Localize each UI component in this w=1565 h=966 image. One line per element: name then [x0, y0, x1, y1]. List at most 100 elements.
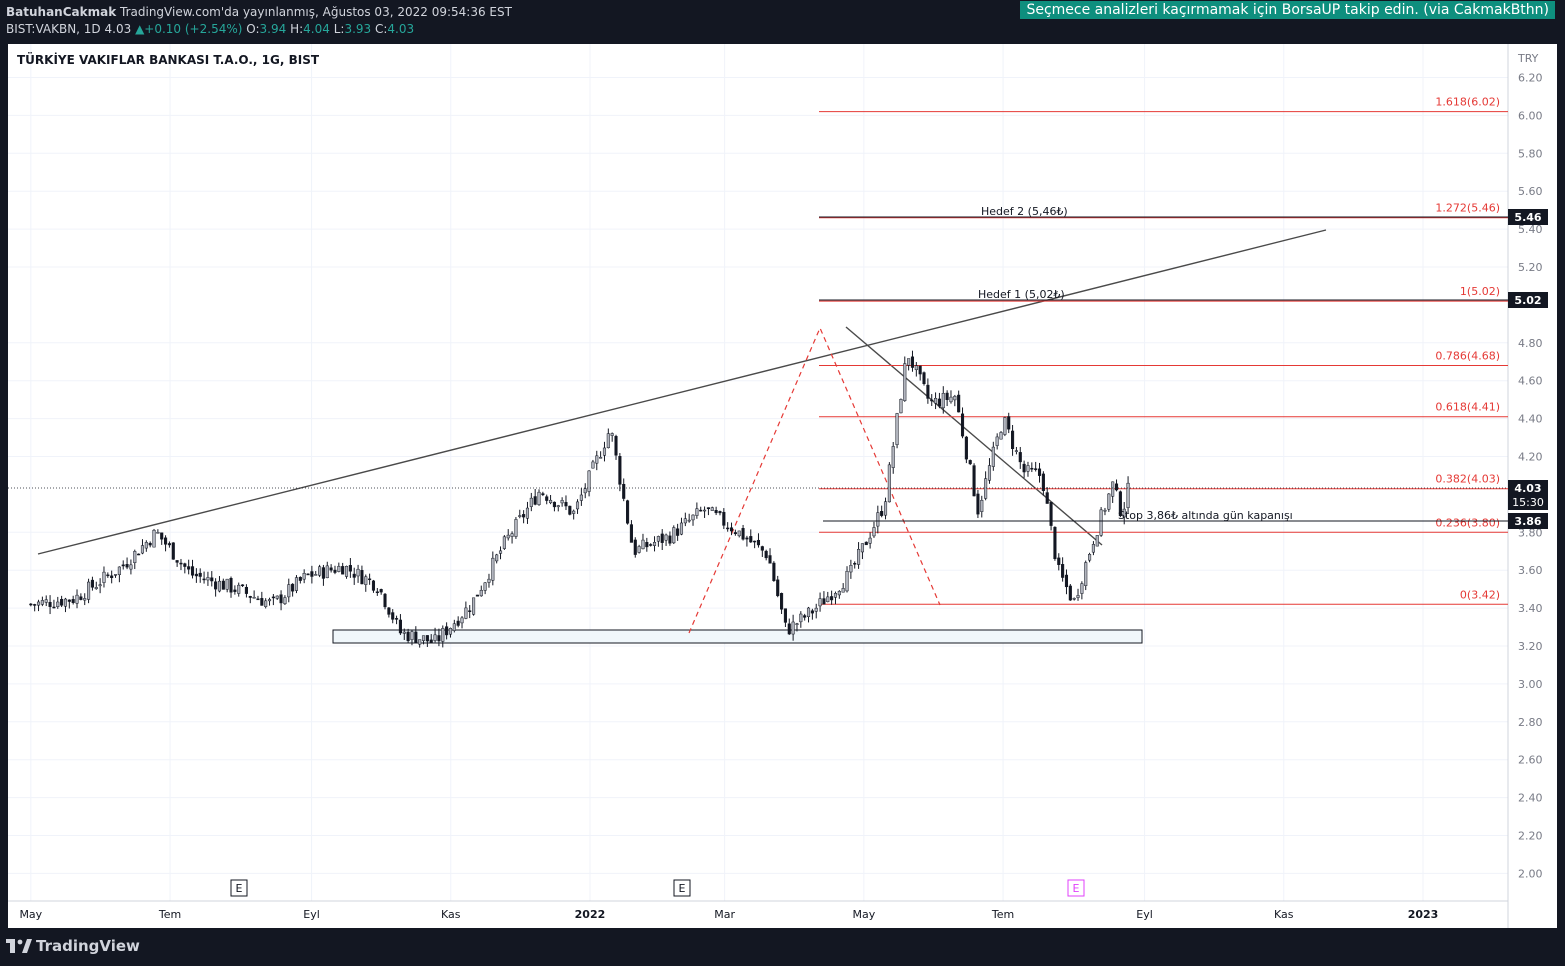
candle-body — [984, 478, 988, 499]
candle-body — [660, 533, 664, 543]
candle-body — [371, 580, 376, 591]
candle-body — [1122, 508, 1126, 518]
candle-body — [402, 631, 406, 634]
support-zone-rect[interactable] — [332, 629, 1143, 644]
candle-body — [718, 511, 722, 514]
candle-body — [1045, 492, 1049, 504]
candle-body — [787, 623, 791, 635]
earnings-marker-3[interactable]: E — [1067, 879, 1085, 897]
candle-body — [710, 507, 714, 511]
candle-body — [552, 501, 556, 508]
svg-text:5.02: 5.02 — [1514, 294, 1541, 307]
rising-trendline[interactable] — [37, 229, 1327, 555]
price-tick-label: 5.20 — [1518, 261, 1543, 274]
candle-body — [125, 564, 129, 568]
candle-body — [152, 529, 156, 548]
price-tick-label: 6.20 — [1518, 72, 1543, 85]
chart-pane[interactable]: TÜRKİYE VAKIFLAR BANKASI T.A.O., 1G, BIS… — [8, 44, 1557, 928]
svg-text:E: E — [679, 882, 686, 895]
candle-body — [941, 393, 945, 409]
candle-body — [818, 598, 822, 607]
candle-body — [622, 483, 626, 499]
candle-body — [1034, 468, 1038, 470]
candle-body — [564, 502, 568, 507]
author-name[interactable]: BatuhanCakmak — [6, 5, 117, 19]
candle-body — [876, 512, 880, 527]
candle-body — [175, 560, 179, 563]
candle-body — [745, 537, 749, 540]
candle-body — [560, 500, 564, 504]
candle-body — [972, 465, 976, 497]
candle-body — [926, 384, 930, 399]
price-tick-label: 3.60 — [1518, 564, 1543, 577]
promo-banner[interactable]: Seçmece analizleri kaçırmamak için Borsa… — [1020, 1, 1555, 19]
target2-label: Hedef 2 (5,46₺) — [981, 205, 1068, 218]
candle-body — [360, 570, 364, 585]
last-price-tag: 4.03 15:30 — [1508, 480, 1548, 510]
candle-body — [814, 607, 818, 612]
fib-anchor-dashed[interactable] — [688, 326, 941, 634]
candle-body — [75, 594, 79, 604]
candle-body — [233, 589, 237, 592]
candle-body — [429, 639, 433, 643]
candle-body — [1076, 595, 1080, 598]
fib-level-label: 1.618(6.02) — [1435, 96, 1500, 109]
candle-body — [479, 589, 483, 597]
chart-header: BatuhanCakmak TradingView.com'da yayınla… — [0, 0, 1565, 44]
earnings-marker-1[interactable]: E — [230, 879, 248, 897]
chart-canvas[interactable]: TÜRKİYE VAKIFLAR BANKASI T.A.O., 1G, BIS… — [8, 44, 1557, 928]
candle-body — [318, 566, 322, 576]
candle-body — [749, 536, 753, 543]
fib-retracement[interactable]: 1.618(6.02) 1.272(5.46) 1(5.02) 0.786(4.68)… — [819, 96, 1508, 605]
candle-body — [1126, 482, 1130, 508]
svg-text:E: E — [1073, 882, 1080, 895]
candle-body — [899, 399, 903, 414]
falling-trendline[interactable] — [845, 326, 1103, 546]
candle-body — [148, 542, 152, 546]
price-tick-label: 5.40 — [1518, 223, 1543, 236]
candle-body — [803, 615, 807, 618]
candle-body — [90, 579, 94, 588]
last-price: 4.03 — [104, 22, 132, 36]
candle-body — [56, 601, 60, 607]
fib-level-label: 1.272(5.46) — [1435, 202, 1500, 215]
close-label: C: — [374, 22, 388, 36]
earnings-marker-2[interactable]: E — [673, 879, 691, 897]
candle-body — [33, 604, 37, 606]
fib-level-label: 1(5.02) — [1460, 285, 1500, 298]
candle-body — [783, 608, 787, 623]
candle-body — [799, 613, 803, 623]
candle-body — [36, 601, 41, 606]
candle-body — [1064, 574, 1069, 588]
candle-body — [144, 542, 148, 549]
candle-body — [776, 579, 780, 597]
candle-body — [425, 635, 429, 642]
candle-body — [337, 566, 341, 572]
candle-body — [572, 510, 576, 514]
candle-body — [845, 571, 849, 592]
time-axis: May Tem Eyl Kas 2022 Mar May Tem Eyl Kas 2023 — [19, 908, 1438, 921]
candle-body — [930, 399, 934, 402]
candle-body — [533, 496, 537, 505]
candle-body — [164, 537, 168, 545]
candle-body — [618, 456, 622, 485]
candle-body — [217, 580, 222, 592]
candle-body — [529, 497, 533, 507]
candle-body — [703, 509, 707, 512]
candle-body — [822, 598, 826, 605]
candle-body — [645, 542, 649, 548]
candle-body — [256, 598, 260, 601]
candle-body — [1099, 509, 1103, 536]
candle-body — [1041, 473, 1045, 491]
tradingview-logo[interactable]: TradingView — [6, 937, 140, 955]
candle-body — [837, 591, 841, 596]
candle-body — [706, 507, 710, 510]
candle-body — [137, 553, 141, 556]
candle-body — [891, 446, 895, 468]
price-tick-label: 2.20 — [1518, 830, 1543, 843]
candle-body — [472, 597, 476, 615]
chart-title: TÜRKİYE VAKIFLAR BANKASI T.A.O., 1G, BIS… — [17, 52, 320, 67]
candle-body — [206, 577, 210, 581]
candle-body — [968, 460, 972, 465]
candle-body — [514, 519, 518, 537]
